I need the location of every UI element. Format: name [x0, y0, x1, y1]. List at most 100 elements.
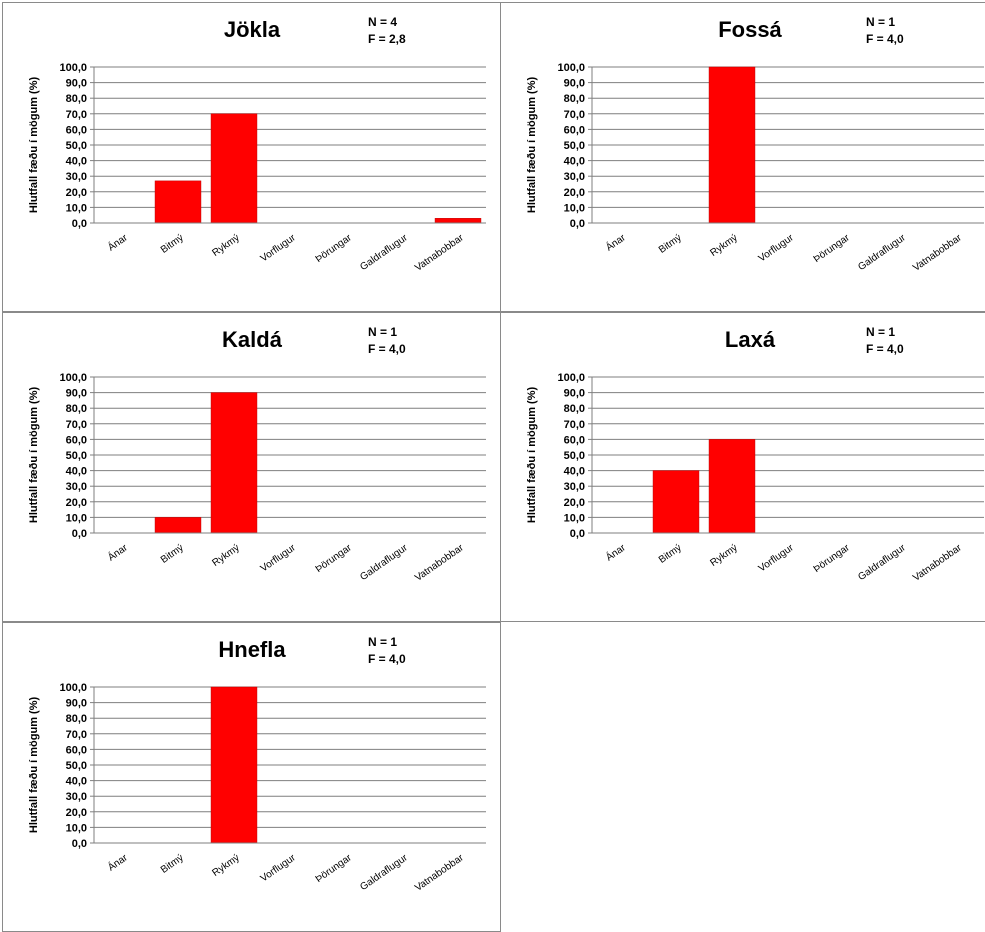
chart-svg-kalda: Kaldá N = 1 F = 4,0 Hlutfall fæðu í mögum (… [28, 325, 486, 584]
chart-stat: F = 4,0 [866, 32, 904, 46]
x-tick-label: Galdraflugur [358, 542, 410, 583]
y-tick-label: 20,0 [66, 807, 87, 819]
chart-svg-laxa: Laxá N = 1 F = 4,0 Hlutfall fæðu í mögum (%… [526, 325, 984, 584]
y-tick-label: 100,0 [59, 682, 87, 694]
y-tick-label: 60,0 [564, 124, 585, 136]
x-tick-label: Bitmý [159, 542, 186, 565]
x-tick-label: Ánar [105, 230, 130, 253]
y-tick-label: 40,0 [66, 156, 87, 168]
y-tick-label: 20,0 [564, 187, 585, 199]
y-tick-label: 10,0 [564, 202, 585, 214]
y-tick-label: 40,0 [66, 466, 87, 478]
chart-stat: N = 1 [368, 635, 397, 649]
y-tick-label: 100,0 [557, 62, 585, 74]
x-tick-label: Rykmý [210, 542, 241, 569]
x-tick-label: Ánar [105, 540, 130, 563]
x-tick-label: Vorflugur [259, 852, 299, 884]
y-tick-label: 10,0 [66, 822, 87, 834]
y-tick-label: 50,0 [66, 140, 87, 152]
bar-2 [210, 686, 258, 844]
x-tick-label: Vorflugur [757, 542, 797, 574]
y-tick-label: 30,0 [564, 171, 585, 183]
y-tick-label: 80,0 [66, 93, 87, 105]
y-tick-label: 70,0 [564, 109, 585, 121]
x-tick-label: Vorflugur [259, 542, 299, 574]
y-tick-label: 50,0 [66, 760, 87, 772]
bar-2 [210, 392, 258, 534]
x-tick-label: Þörungar [812, 542, 853, 575]
y-tick-label: 10,0 [66, 202, 87, 214]
x-tick-label: Bitmý [657, 232, 684, 255]
y-tick-label: 0,0 [72, 218, 87, 230]
bar-2 [210, 113, 258, 224]
y-tick-label: 20,0 [66, 497, 87, 509]
x-tick-label: Ánar [603, 230, 628, 253]
y-tick-label: 30,0 [66, 791, 87, 803]
y-tick-label: 30,0 [564, 481, 585, 493]
chart-stat: F = 4,0 [368, 342, 406, 356]
x-tick-label: Bitmý [159, 232, 186, 255]
chart-title: Jökla [224, 17, 281, 42]
x-tick-label: Bitmý [159, 852, 186, 875]
y-tick-label: 90,0 [66, 78, 87, 90]
y-axis-label: Hlutfall fæðu í mögum (%) [28, 77, 40, 214]
y-tick-label: 90,0 [66, 698, 87, 710]
y-tick-label: 40,0 [564, 466, 585, 478]
y-tick-label: 50,0 [564, 450, 585, 462]
chart-title: Kaldá [222, 327, 283, 352]
chart-svg-hnefla: Hnefla N = 1 F = 4,0 Hlutfall fæðu í mögum … [28, 635, 486, 894]
y-tick-label: 90,0 [564, 78, 585, 90]
bar-6 [434, 218, 482, 224]
chart-panel-hnefla: Hnefla N = 1 F = 4,0 Hlutfall fæðu í mögum … [2, 622, 501, 932]
y-tick-label: 70,0 [66, 109, 87, 121]
x-tick-label: Bitmý [657, 542, 684, 565]
x-tick-label: Galdraflugur [856, 542, 908, 583]
bar-1 [652, 470, 700, 534]
x-tick-label: Rykmý [708, 542, 739, 569]
chart-panel-kalda: Kaldá N = 1 F = 4,0 Hlutfall fæðu í mögum (… [2, 312, 501, 622]
x-tick-label: Þörungar [812, 232, 853, 265]
y-axis-label: Hlutfall fæðu í mögum (%) [28, 387, 40, 524]
y-tick-label: 70,0 [66, 729, 87, 741]
chart-panel-fossa: Fossá N = 1 F = 4,0 Hlutfall fæðu í mögum (… [500, 2, 985, 312]
chart-stat: F = 4,0 [368, 652, 406, 666]
y-tick-label: 30,0 [66, 481, 87, 493]
chart-stat: F = 4,0 [866, 342, 904, 356]
y-tick-label: 100,0 [557, 372, 585, 384]
y-tick-label: 100,0 [59, 62, 87, 74]
chart-svg-fossa: Fossá N = 1 F = 4,0 Hlutfall fæðu í mögum (… [526, 15, 984, 274]
chart-stat: F = 2,8 [368, 32, 406, 46]
x-tick-label: Galdraflugur [358, 232, 410, 273]
y-tick-label: 50,0 [564, 140, 585, 152]
y-tick-label: 60,0 [66, 434, 87, 446]
x-tick-label: Vatnabobbar [911, 232, 964, 274]
y-tick-label: 80,0 [564, 403, 585, 415]
y-tick-label: 60,0 [564, 434, 585, 446]
y-tick-label: 80,0 [66, 713, 87, 725]
y-axis-label: Hlutfall fæðu í mögum (%) [526, 387, 538, 524]
x-tick-label: Galdraflugur [358, 852, 410, 893]
x-tick-label: Vatnabobbar [413, 542, 466, 584]
x-tick-label: Vatnabobbar [413, 852, 466, 894]
x-tick-label: Galdraflugur [856, 232, 908, 273]
bar-1 [154, 180, 202, 224]
chart-title: Fossá [718, 17, 782, 42]
chart-stat: N = 1 [866, 15, 895, 29]
x-tick-label: Ánar [603, 540, 628, 563]
bar-2 [708, 66, 756, 224]
x-tick-label: Þörungar [314, 542, 355, 575]
x-tick-label: Þörungar [314, 852, 355, 885]
chart-title: Laxá [725, 327, 776, 352]
chart-svg-jokla: Jökla N = 4 F = 2,8 Hlutfall fæðu í mögum (… [28, 15, 486, 274]
chart-title: Hnefla [218, 637, 286, 662]
chart-stat: N = 1 [368, 325, 397, 339]
y-tick-label: 10,0 [66, 512, 87, 524]
chart-stat: N = 4 [368, 15, 397, 29]
y-tick-label: 60,0 [66, 744, 87, 756]
x-tick-label: Þörungar [314, 232, 355, 265]
x-tick-label: Vatnabobbar [413, 232, 466, 274]
y-tick-label: 100,0 [59, 372, 87, 384]
x-tick-label: Rykmý [210, 232, 241, 259]
y-tick-label: 10,0 [564, 512, 585, 524]
y-tick-label: 20,0 [66, 187, 87, 199]
